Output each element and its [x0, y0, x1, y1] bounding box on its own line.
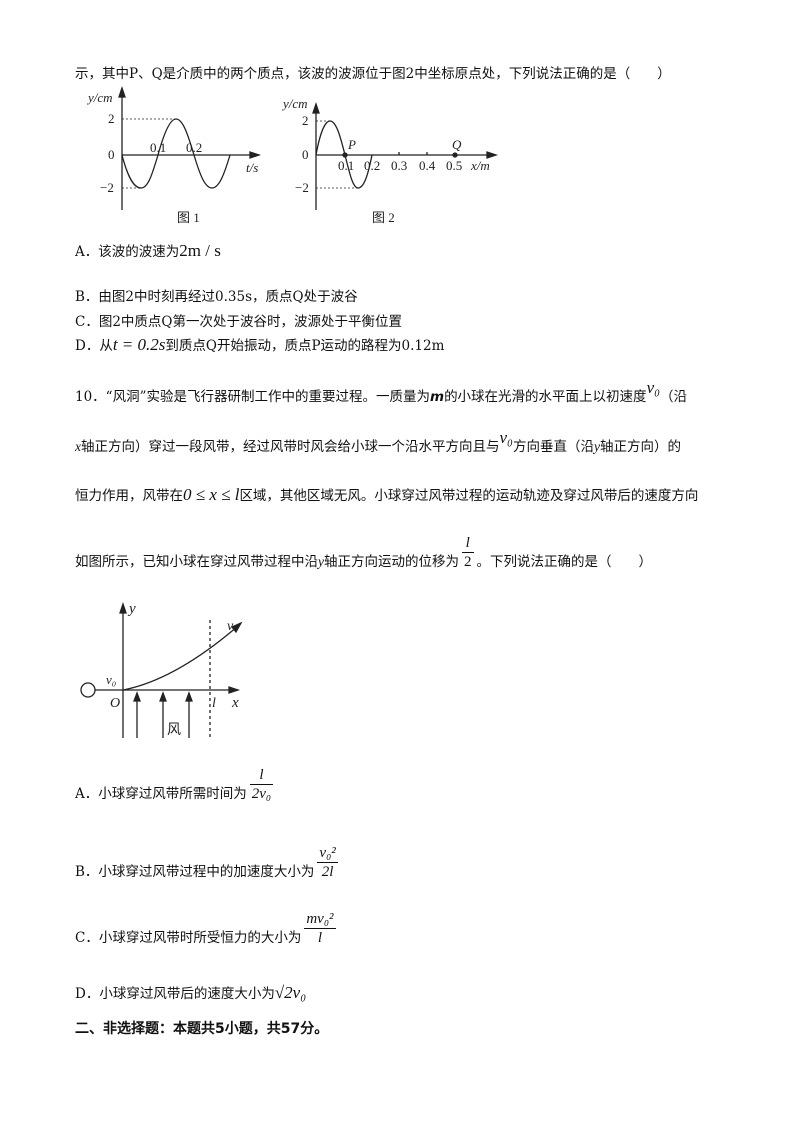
- fig1-xtick: 0.2: [186, 140, 202, 155]
- denominator: 2: [462, 552, 474, 570]
- fig2-ytick: 0: [302, 147, 309, 162]
- fig1-xlabel: t/s: [246, 160, 258, 175]
- denominator: 2l: [317, 862, 338, 881]
- fig2-xlabel: x/m: [470, 158, 490, 173]
- numerator: l: [259, 767, 264, 783]
- text: 轴正方向运动的位移为: [324, 554, 459, 570]
- option-d-math: √2v₀: [274, 983, 307, 1002]
- option-b-text: B．小球穿过风带过程中的加速度大小为: [75, 864, 315, 880]
- var-y: y: [593, 439, 600, 454]
- fig1-caption: 图 1: [177, 210, 200, 225]
- option-a-text: A．该波的波速为: [75, 244, 180, 260]
- text: 轴正方向）的: [599, 439, 681, 455]
- text: 区域，其他区域无风。小球穿过风带过程的运动轨迹及穿过风带后的速度方向: [239, 488, 699, 504]
- q10-figure: y x O v₀ v l 风: [80, 601, 243, 738]
- text: 的小球在光滑的水平面上以初速度: [444, 389, 647, 405]
- section-2-heading: 二、非选择题：本题共5小题，共57分。: [75, 1021, 329, 1037]
- option-a-text: A．小球穿过风带所需时间为: [75, 786, 247, 802]
- option-c-text: C．小球穿过风带时所受恒力的大小为: [75, 930, 302, 946]
- point-q-label: Q: [452, 137, 462, 152]
- option-a-math: 2m / s: [179, 241, 221, 260]
- var-v0: v₀: [499, 428, 513, 447]
- fig2-ylabel: y/cm: [281, 96, 308, 111]
- option-d-suffix: 到质点Q开始振动，质点P运动的路程为0.12m: [165, 338, 445, 354]
- var-v0: v₀: [646, 378, 661, 397]
- fig1-xtick: 0.1: [150, 140, 166, 155]
- text: 10．“风洞”实验是飞行器研制工作中的重要过程。一质量为: [75, 389, 430, 405]
- fig-x-label: x: [231, 695, 239, 711]
- fig-v0-label: v₀: [106, 672, 116, 687]
- fig-y-label: y: [127, 601, 136, 617]
- fig2-ytick: 2: [302, 113, 309, 128]
- var-y: y: [318, 554, 324, 569]
- fraction-a: l 2v₀: [249, 766, 274, 803]
- fig2-caption: 图 2: [372, 210, 395, 225]
- denominator: 2v₀: [249, 784, 274, 802]
- text: 轴正方向）穿过一段风带，经过风带时风会给小球一个沿水平方向且与: [81, 439, 500, 455]
- denominator: l: [304, 928, 336, 947]
- numerator: l: [465, 535, 470, 551]
- numerator: v₀²: [319, 845, 336, 861]
- q10-line2: x轴正方向）穿过一段风带，经过风带时风会给小球一个沿水平方向且与v₀方向垂直（沿…: [75, 428, 681, 456]
- text: 如图所示，已知小球在穿过风带过程中沿: [75, 554, 318, 570]
- fig1-ylabel: y/cm: [86, 90, 113, 105]
- fig2-xtick: 0.5: [446, 158, 462, 173]
- figure-1: [118, 85, 262, 210]
- fig2-xtick: 0.1: [338, 158, 354, 173]
- q9-option-b: B．由图2中时刻再经过0.35s，质点Q处于波谷: [75, 289, 358, 305]
- var-x: x: [75, 439, 81, 454]
- q10-option-a: A．小球穿过风带所需时间为 l 2v₀: [75, 766, 276, 803]
- q9-figures: y/cm 2 0 −2 0.1 0.2 t/s 图 1 y/cm 2 0 −2 …: [86, 85, 499, 225]
- point-p-label: P: [347, 137, 356, 152]
- text: 方向垂直（沿: [512, 439, 594, 455]
- q9-option-d: D．从t = 0.2s到质点Q开始振动，质点P运动的路程为0.12m: [75, 334, 444, 355]
- fig2-xtick: 0.2: [364, 158, 380, 173]
- option-d-text: D．从: [75, 338, 113, 354]
- q10-line4: 如图所示，已知小球在穿过风带过程中沿y轴正方向运动的位移为 l 2 。下列说法正确的是…: [75, 534, 652, 571]
- figure-2: [312, 101, 499, 210]
- q10-line1: 10．“风洞”实验是飞行器研制工作中的重要过程。一质量为m的小球在光滑的水平面上…: [75, 378, 688, 406]
- numerator: mv₀²: [306, 911, 334, 927]
- fig-wind-label: 风: [167, 723, 181, 738]
- fig-l-label: l: [212, 696, 216, 711]
- fraction-b: v₀² 2l: [317, 844, 338, 881]
- fig2-ytick: −2: [295, 180, 309, 195]
- var-m: m: [429, 389, 445, 405]
- q9-option-a: A．该波的波速为2m / s: [75, 240, 221, 261]
- q10-option-d: D．小球穿过风带后的速度大小为√2v₀: [75, 982, 306, 1003]
- fig2-xtick: 0.3: [391, 158, 407, 173]
- q10-option-b: B．小球穿过风带过程中的加速度大小为 v₀² 2l: [75, 844, 341, 881]
- fig1-ytick: −2: [100, 180, 114, 195]
- text: 。下列说法正确的是（ ）: [476, 554, 653, 570]
- q10-option-c: C．小球穿过风带时所受恒力的大小为 mv₀² l: [75, 910, 339, 947]
- fig1-ytick: 2: [108, 111, 115, 126]
- q10-line3: 恒力作用，风带在0 ≤ x ≤ l区域，其他区域无风。小球穿过风带过程的运动轨迹…: [75, 484, 698, 505]
- option-d-math: t = 0.2s: [112, 335, 166, 354]
- text: （沿: [660, 389, 688, 405]
- q9-stem: 示，其中P、Q是介质中的两个质点，该波的波源位于图2中坐标原点处，下列说法正确的…: [75, 66, 671, 82]
- option-d-text: D．小球穿过风带后的速度大小为: [75, 986, 275, 1002]
- fraction-c: mv₀² l: [304, 910, 336, 947]
- range-math: 0 ≤ x ≤ l: [183, 485, 240, 504]
- fig-origin-label: O: [110, 696, 120, 711]
- fig1-ytick: 0: [108, 147, 115, 162]
- fig-v-label: v: [227, 619, 234, 634]
- fig2-xtick: 0.4: [419, 158, 436, 173]
- text: 恒力作用，风带在: [75, 488, 183, 504]
- q9-option-c: C．图2中质点Q第一次处于波谷时，波源处于平衡位置: [75, 314, 402, 330]
